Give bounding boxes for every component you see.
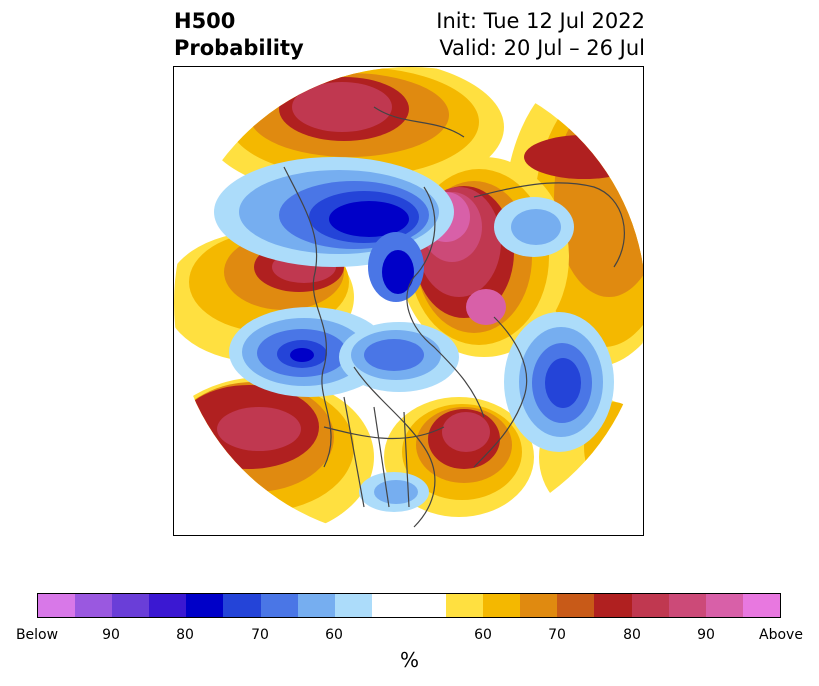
colorbar-swatch xyxy=(112,594,150,617)
coastlines xyxy=(283,106,625,528)
colorbar-swatch xyxy=(75,594,113,617)
colorbar-unit-label: % xyxy=(399,648,419,672)
colorbar-swatch xyxy=(705,594,743,617)
colorbar-swatch xyxy=(297,594,335,617)
colorbar-swatch xyxy=(371,594,409,617)
colorbar-swatch xyxy=(557,594,595,617)
anomaly-cold-east xyxy=(504,312,614,452)
colorbar-tick-label: 80 xyxy=(623,627,641,643)
colorbar-swatch xyxy=(520,594,558,617)
chart-title: H500 Probability xyxy=(174,8,304,62)
colorbar-swatch xyxy=(408,594,447,617)
colorbar-swatch xyxy=(38,594,76,617)
anomaly-cold-south xyxy=(359,472,429,512)
colorbar-swatch xyxy=(483,594,521,617)
colorbar-tick-label: 60 xyxy=(474,627,492,643)
colorbar-swatch xyxy=(446,594,484,617)
anomaly-cold-northeast xyxy=(494,197,574,257)
colorbar-tick-label: 60 xyxy=(325,627,343,643)
colorbar-swatch xyxy=(594,594,632,617)
colorbar-tick-label: Below xyxy=(15,627,59,643)
colorbar-swatch xyxy=(631,594,669,617)
colorbar-swatch xyxy=(742,594,780,617)
title-line-2: Probability xyxy=(174,36,304,60)
colorbar-tick-label: 90 xyxy=(102,627,120,643)
colorbar-tick-label: 70 xyxy=(548,627,566,643)
colorbar-swatch xyxy=(186,594,224,617)
colorbar-tick-label: 90 xyxy=(697,627,715,643)
polar-map xyxy=(174,67,643,535)
date-info: Init: Tue 12 Jul 2022 Valid: 20 Jul – 26… xyxy=(436,8,645,62)
anomaly-cold-center xyxy=(339,322,459,392)
valid-dates: Valid: 20 Jul – 26 Jul xyxy=(439,36,645,60)
colorbar-swatch xyxy=(223,594,261,617)
colorbar-swatch xyxy=(334,594,372,617)
init-date: Init: Tue 12 Jul 2022 xyxy=(436,9,645,33)
colorbar-swatch xyxy=(668,594,706,617)
colorbar-tick-label: Above xyxy=(759,627,803,643)
colorbar-swatch xyxy=(149,594,187,617)
map-panel xyxy=(173,66,644,536)
colorbar-tick-label: 80 xyxy=(176,627,194,643)
title-line-1: H500 xyxy=(174,9,236,33)
colorbar-tick-label: 70 xyxy=(251,627,269,643)
colorbar xyxy=(37,593,781,618)
colorbar-swatch xyxy=(260,594,298,617)
